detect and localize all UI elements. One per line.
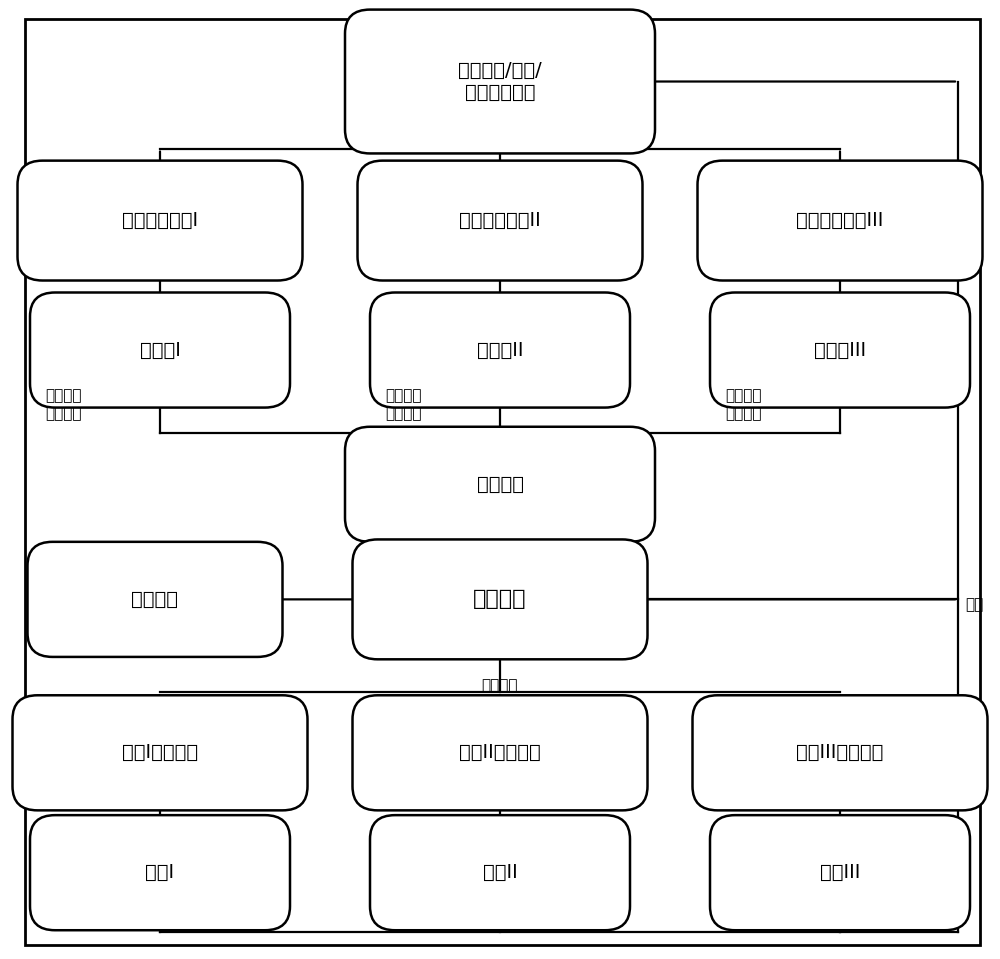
FancyBboxPatch shape	[370, 815, 630, 930]
Text: 功能II权重因子: 功能II权重因子	[459, 743, 541, 762]
FancyBboxPatch shape	[28, 542, 283, 657]
FancyBboxPatch shape	[30, 292, 290, 408]
FancyBboxPatch shape	[30, 815, 290, 930]
Text: 滤波器II: 滤波器II	[477, 340, 523, 360]
Text: 功能II: 功能II	[483, 863, 517, 882]
Text: 功能III: 功能III	[820, 863, 860, 882]
FancyBboxPatch shape	[18, 160, 302, 280]
Text: 融合规则: 融合规则	[482, 678, 518, 693]
FancyBboxPatch shape	[352, 539, 648, 660]
Text: 数据中心: 数据中心	[477, 475, 524, 494]
Text: 单一电池模型III: 单一电池模型III	[796, 211, 884, 230]
Text: 功能III权重因子: 功能III权重因子	[796, 743, 884, 762]
Text: 单一模型
辨识结果: 单一模型 辨识结果	[385, 388, 422, 421]
Text: 单一模型
辨识结果: 单一模型 辨识结果	[45, 388, 82, 421]
Text: 功能I权重因子: 功能I权重因子	[122, 743, 198, 762]
Text: 单一电池模型II: 单一电池模型II	[459, 211, 541, 230]
FancyBboxPatch shape	[345, 427, 655, 542]
Text: 滤波器III: 滤波器III	[814, 340, 866, 360]
FancyBboxPatch shape	[697, 160, 982, 280]
FancyBboxPatch shape	[358, 160, 642, 280]
Text: 融合中心: 融合中心	[473, 590, 527, 609]
FancyBboxPatch shape	[13, 695, 308, 810]
Text: 电池电压/电流/
温度实时数据: 电池电压/电流/ 温度实时数据	[458, 61, 542, 102]
Text: 环境变量: 环境变量	[132, 590, 178, 609]
FancyBboxPatch shape	[692, 695, 988, 810]
FancyBboxPatch shape	[710, 292, 970, 408]
FancyBboxPatch shape	[352, 695, 648, 810]
Text: 滤波器I: 滤波器I	[140, 340, 180, 360]
Text: 单一模型
辨识结果: 单一模型 辨识结果	[725, 388, 762, 421]
Text: 功能I: 功能I	[145, 863, 175, 882]
Text: 单一电池模型I: 单一电池模型I	[122, 211, 198, 230]
FancyBboxPatch shape	[370, 292, 630, 408]
FancyBboxPatch shape	[345, 10, 655, 153]
FancyBboxPatch shape	[710, 815, 970, 930]
Text: 反馈: 反馈	[965, 596, 983, 612]
